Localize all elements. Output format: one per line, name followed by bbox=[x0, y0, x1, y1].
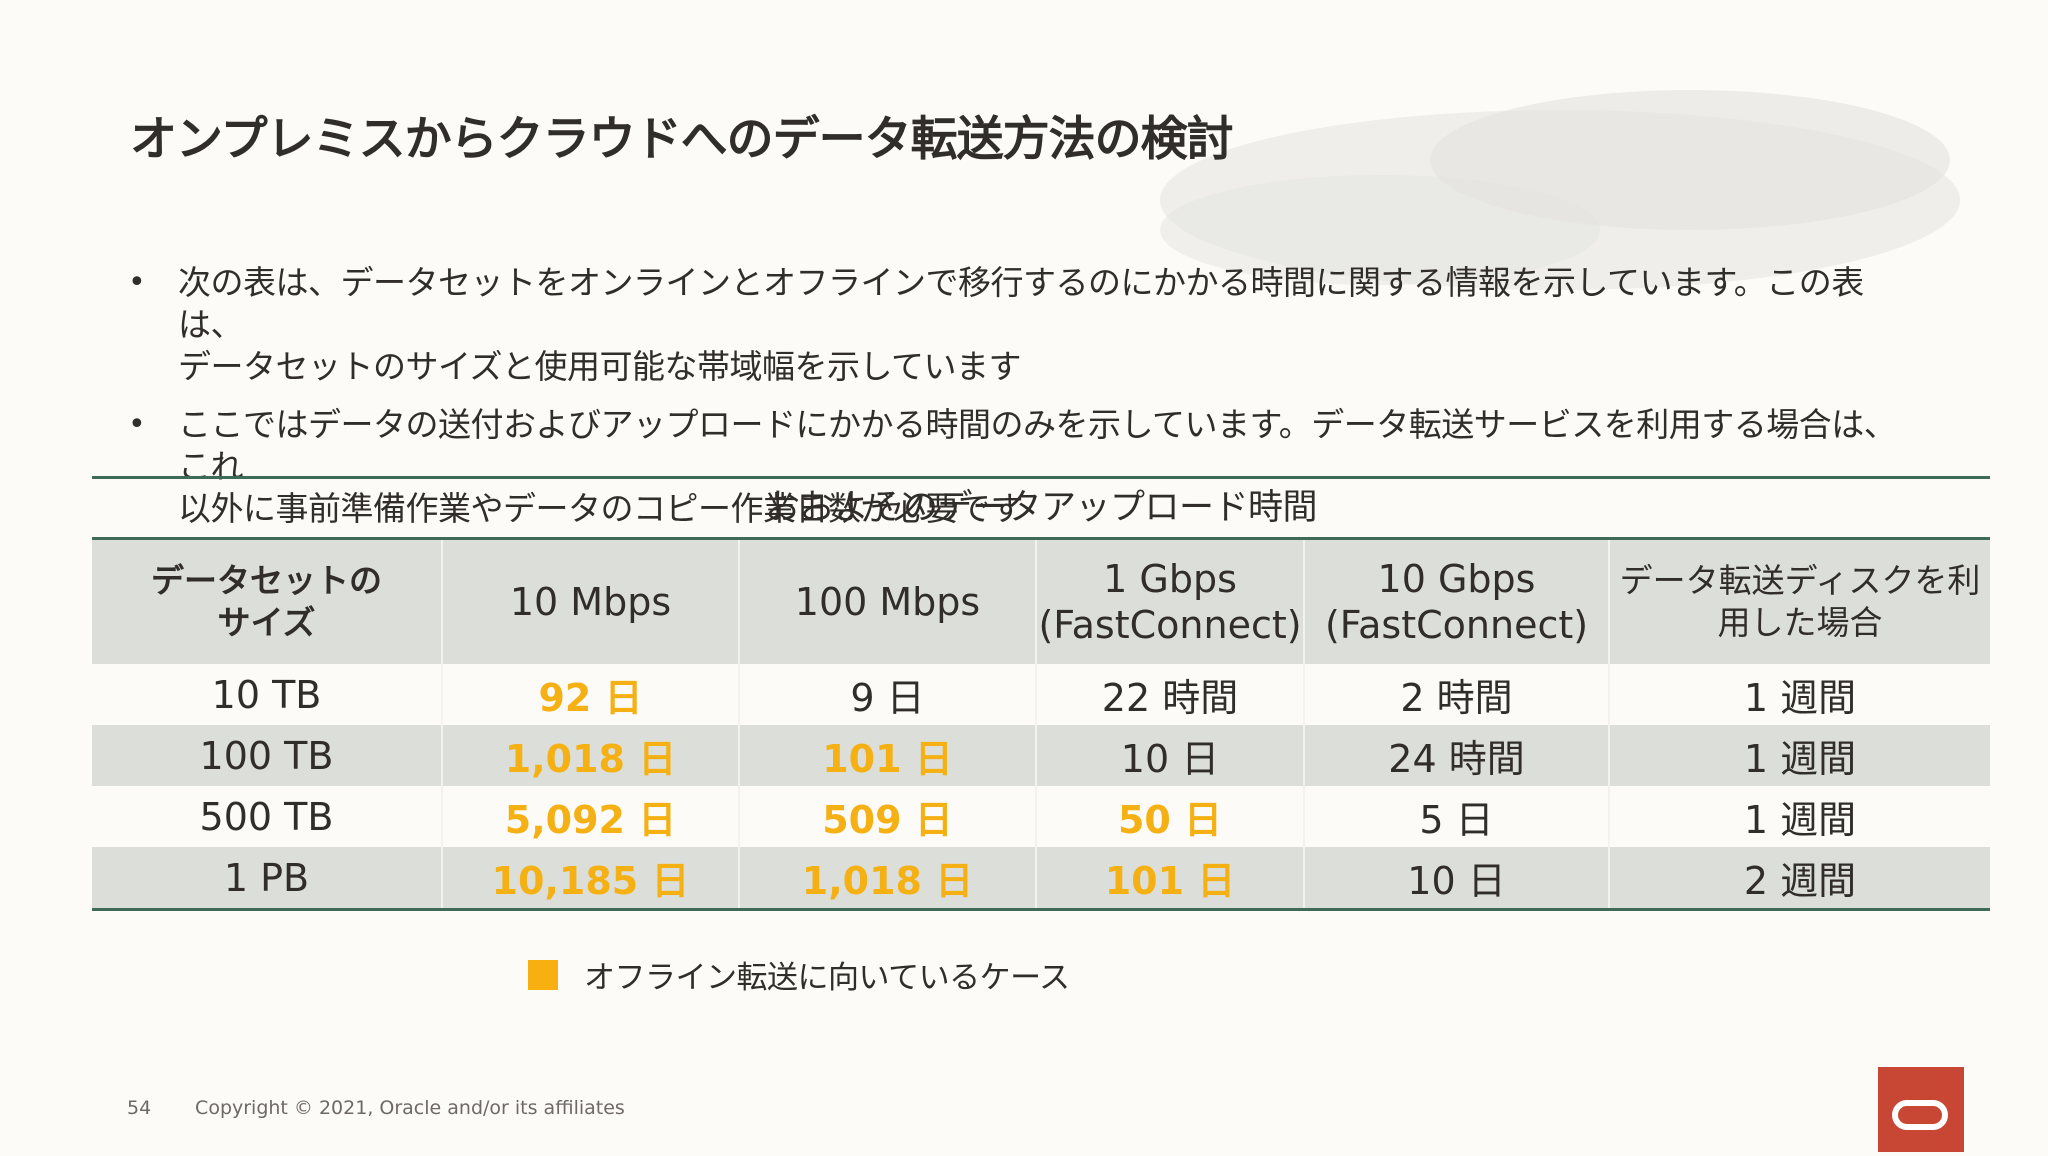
bullet-list: • 次の表は、データセットをオンラインとオフラインで移行するのにかかる時間に関す… bbox=[128, 262, 1928, 546]
table-cell: 92 日 bbox=[441, 664, 739, 725]
header-100mbps: 100 Mbps bbox=[738, 540, 1036, 664]
bullet-marker: • bbox=[128, 407, 146, 442]
legend: オフライン転送に向いているケース bbox=[528, 952, 1070, 997]
table-cell: 2 時間 bbox=[1303, 664, 1609, 725]
table-row: 1 PB 10,185 日 1,018 日 101 日 10 日 2 週間 bbox=[92, 847, 1990, 911]
bullet-text-line: ここではデータの送付およびアップロードにかかる時間のみを示しています。データ転送… bbox=[178, 405, 1897, 486]
legend-label: オフライン転送に向いているケース bbox=[584, 960, 1070, 996]
table-cell: 500 TB bbox=[199, 794, 334, 839]
table-cell: 509 日 bbox=[738, 786, 1036, 847]
table-cell: 100 TB bbox=[92, 725, 442, 786]
bullet-text-line: データセットのサイズと使用可能な帯域幅を示しています bbox=[178, 347, 1022, 386]
legend-swatch bbox=[528, 959, 558, 990]
table-cell: 10,185 日 bbox=[441, 847, 739, 911]
table-cell: 1 PB bbox=[92, 847, 442, 911]
table-row: 500 TB 5,092 日 509 日 50 日 5 日 1 週間 bbox=[92, 786, 1990, 847]
table-cell: 2 週間 bbox=[1608, 847, 1990, 911]
table-cell: 24 時間 bbox=[1303, 725, 1609, 786]
bullet-item: • 次の表は、データセットをオンラインとオフラインで移行するのにかかる時間に関す… bbox=[128, 262, 1928, 388]
page-title: オンプレミスからクラウドへのデータ転送方法の検討 bbox=[130, 112, 1234, 167]
table-cell: 1 週間 bbox=[1608, 664, 1990, 725]
copyright-text: Copyright © 2021, Oracle and/or its affi… bbox=[195, 1097, 625, 1119]
table-cell: 9 日 bbox=[738, 664, 1036, 725]
table-row: 100 TB 1,018 日 101 日 10 日 24 時間 1 週間 bbox=[92, 725, 1990, 786]
header-1gbps: 1 Gbps (FastConnect) bbox=[1035, 540, 1304, 664]
bullet-text-line: 次の表は、データセットをオンラインとオフラインで移行するのにかかる時間に関する情… bbox=[178, 263, 1864, 344]
header-transfer-disk: データ転送ディスクを利 用した場合 bbox=[1608, 540, 1990, 664]
table-cell: 1 週間 bbox=[1608, 725, 1990, 786]
table-cell: 1,018 日 bbox=[441, 725, 739, 786]
table-cell: 101 日 bbox=[738, 725, 1036, 786]
table-cell: 50 日 bbox=[1035, 786, 1304, 847]
header-10mbps: 10 Mbps bbox=[441, 540, 739, 664]
bullet-text-line: 以外に事前準備作業やデータのコピー作業日数が必要です bbox=[178, 489, 1024, 528]
header-10gbps: 10 Gbps (FastConnect) bbox=[1303, 540, 1609, 664]
table-row: 10 TB 92 日 9 日 22 時間 2 時間 1 週間 bbox=[92, 664, 1990, 725]
table-cell: 10 日 bbox=[1035, 725, 1304, 786]
table-cell: 10 TB bbox=[211, 672, 322, 717]
page-number: 54 bbox=[127, 1097, 152, 1119]
table-cell: 1 週間 bbox=[1608, 786, 1990, 847]
table-cell: 10 日 bbox=[1303, 847, 1609, 911]
table-caption: おおよそのデータアップロード時間 bbox=[92, 476, 1990, 540]
table-cell: 5 日 bbox=[1303, 786, 1609, 847]
oracle-logo-icon bbox=[1892, 1100, 1948, 1130]
header-dataset-size: データセットの サイズ bbox=[92, 540, 442, 664]
table-cell: 1,018 日 bbox=[738, 847, 1036, 911]
table-cell: 5,092 日 bbox=[441, 786, 739, 847]
oracle-logo bbox=[1878, 1067, 1964, 1152]
bullet-item: • ここではデータの送付およびアップロードにかかる時間のみを示しています。データ… bbox=[128, 404, 1928, 530]
table-cell: 22 時間 bbox=[1035, 664, 1304, 725]
upload-time-table: おおよそのデータアップロード時間 データセットの サイズ 10 Mbps 100… bbox=[92, 476, 1990, 911]
bullet-marker: • bbox=[128, 265, 146, 300]
decorative-texture bbox=[1160, 90, 1960, 290]
footer: 54 Copyright © 2021, Oracle and/or its a… bbox=[127, 1097, 625, 1119]
table-cell: 101 日 bbox=[1035, 847, 1304, 911]
